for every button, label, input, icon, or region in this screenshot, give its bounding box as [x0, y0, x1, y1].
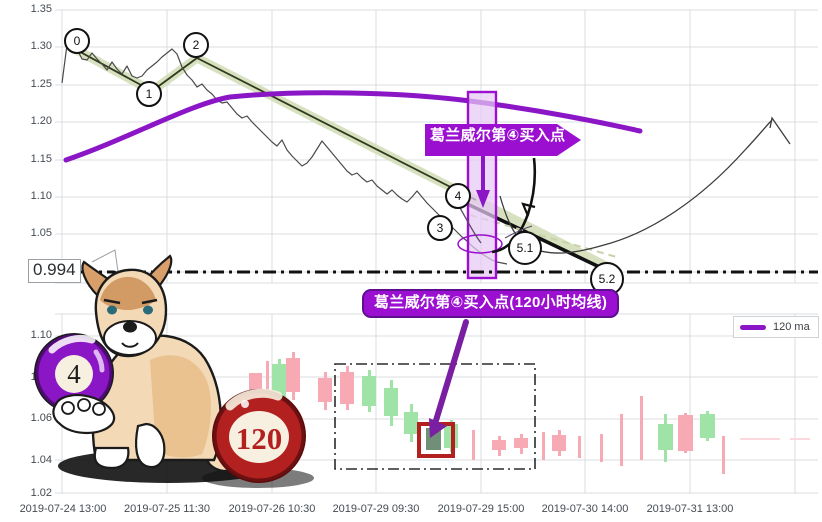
ytick-vol-0: 1.10 — [30, 329, 52, 341]
ball-number-120: 120 — [236, 421, 283, 456]
marker-0: 0 — [64, 28, 90, 54]
xtick-1: 2019-07-25 11:30 — [123, 503, 211, 515]
xtick-3: 2019-07-29 09:30 — [332, 503, 420, 515]
ball-number-4: 4 — [67, 359, 81, 389]
ytick-price-0: 1.35 — [30, 3, 52, 15]
legend-label-120ma: 120 ma — [773, 321, 810, 333]
marker-2: 2 — [183, 32, 209, 58]
upper-callout-label[interactable]: 葛兰威尔第④买入点 — [430, 127, 566, 144]
ytick-vol-3: 1.04 — [30, 454, 52, 466]
arrowhead-icon — [769, 116, 791, 145]
marker-1: 1 — [136, 81, 162, 107]
down-arrow-icon — [476, 146, 490, 208]
ytick-price-5: 1.10 — [30, 190, 52, 202]
xtick-4: 2019-07-29 15:00 — [437, 503, 525, 515]
legend: 120 ma — [733, 316, 819, 338]
legend-swatch-120ma — [740, 324, 766, 330]
ytick-price-6: 1.05 — [30, 227, 52, 239]
xtick-2: 2019-07-26 10:30 — [228, 503, 316, 515]
marker-5-1: 5.1 — [508, 231, 542, 265]
ytick-price-2: 1.25 — [30, 78, 52, 90]
price-level-label: 0.994 — [28, 259, 81, 283]
ytick-vol-1: 1.08 — [30, 371, 52, 383]
purple-arrow-icon — [429, 319, 469, 438]
marker-4: 4 — [445, 183, 471, 209]
xtick-5: 2019-07-30 14:00 — [541, 503, 629, 515]
marker-3: 3 — [427, 215, 453, 241]
xtick-0: 2019-07-24 13:00 — [19, 503, 107, 515]
xtick-6: 2019-07-31 13:00 — [646, 503, 734, 515]
ytick-price-4: 1.15 — [30, 153, 52, 165]
ytick-price-1: 1.30 — [30, 40, 52, 52]
ytick-vol-2: 1.06 — [30, 412, 52, 424]
ytick-price-3: 1.20 — [30, 115, 52, 127]
lower-callout-label[interactable]: 葛兰威尔第④买入点(120小时均线) — [362, 289, 620, 318]
ytick-vol-4: 1.02 — [30, 487, 52, 499]
